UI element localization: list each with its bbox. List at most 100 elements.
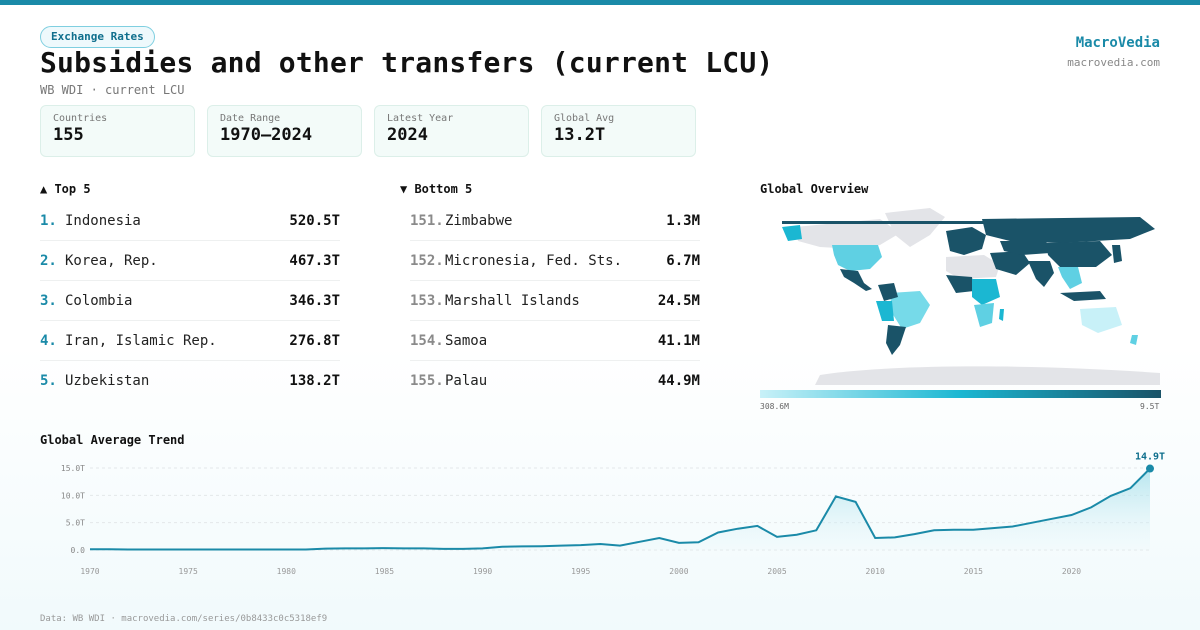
y-tick-label: 15.0T xyxy=(61,464,85,473)
country-value: 520.5T xyxy=(289,212,340,229)
x-tick-label: 1985 xyxy=(375,567,394,576)
country-value: 346.3T xyxy=(289,292,340,309)
rank-number: 2. xyxy=(40,252,57,269)
bottom5-title: ▼ Bottom 5 xyxy=(400,182,473,196)
y-tick-label: 5.0T xyxy=(66,519,85,528)
rank-number: 3. xyxy=(40,292,57,309)
country-value: 44.9M xyxy=(657,373,700,389)
brand-name[interactable]: MacroVedia xyxy=(1075,35,1160,51)
country-name: Zimbabwe xyxy=(445,212,513,229)
stat-card-latest-year: Latest Year 2024 xyxy=(374,105,529,157)
map-region-japan[interactable] xyxy=(1112,245,1122,263)
y-tick-label: 10.0T xyxy=(61,491,85,500)
rank-number: 151. xyxy=(410,212,444,229)
map-region-west-africa[interactable] xyxy=(946,275,974,293)
list-item[interactable]: 153. Marshall Islands 24.5M xyxy=(410,281,700,321)
country-name: Colombia xyxy=(65,292,133,309)
map-top-strip xyxy=(782,221,1042,224)
x-tick-label: 2005 xyxy=(767,567,786,576)
stat-card-date-range: Date Range 1970–2024 xyxy=(207,105,362,157)
top5-list: 1. Indonesia 520.5T 2. Korea, Rep. 467.3… xyxy=(40,201,340,401)
stat-value: 2024 xyxy=(387,125,428,145)
map-region-europe[interactable] xyxy=(946,227,986,255)
page-subtitle: WB WDI · current LCU xyxy=(40,83,185,97)
stat-label: Latest Year xyxy=(387,113,454,124)
x-tick-label: 2015 xyxy=(964,567,983,576)
list-item[interactable]: 1. Indonesia 520.5T xyxy=(40,201,340,241)
list-item[interactable]: 155. Palau 44.9M xyxy=(410,361,700,401)
map-region-madagascar[interactable] xyxy=(999,309,1004,321)
map-region-russia[interactable] xyxy=(982,217,1155,243)
country-value: 1.3M xyxy=(666,212,700,229)
stat-card-global-avg: Global Avg 13.2T xyxy=(541,105,696,157)
country-name: Palau xyxy=(445,373,488,389)
stat-label: Countries xyxy=(53,113,108,124)
map-region-usa[interactable] xyxy=(832,245,882,271)
x-tick-label: 1990 xyxy=(473,567,492,576)
country-value: 276.8T xyxy=(289,332,340,349)
rank-number: 5. xyxy=(40,373,57,389)
map-region-middle-east[interactable] xyxy=(990,251,1030,275)
country-value: 138.2T xyxy=(289,373,340,389)
country-name: Iran, Islamic Rep. xyxy=(65,332,217,349)
country-value: 24.5M xyxy=(657,292,700,309)
trend-area xyxy=(90,468,1150,550)
category-tag[interactable]: Exchange Rates xyxy=(40,26,155,48)
x-axis: 1970 1975 1980 1985 1990 1995 2000 2005 2010 2015… xyxy=(80,567,1081,576)
map-region-central-africa[interactable] xyxy=(972,279,1000,305)
list-item[interactable]: 152. Micronesia, Fed. Sts. 6.7M xyxy=(410,241,700,281)
trend-last-point[interactable] xyxy=(1146,464,1154,473)
country-name: Marshall Islands xyxy=(445,292,580,309)
map-region-colombia[interactable] xyxy=(878,283,898,301)
map-region-central-asia[interactable] xyxy=(1000,241,1050,255)
list-item[interactable]: 3. Colombia 346.3T xyxy=(40,281,340,321)
page-title: Subsidies and other transfers (current L… xyxy=(40,46,774,79)
x-tick-label: 2010 xyxy=(866,567,885,576)
map-region-canada[interactable] xyxy=(795,219,900,249)
map-region-brazil[interactable] xyxy=(890,291,930,329)
bottom5-list: 151. Zimbabwe 1.3M 152. Micronesia, Fed.… xyxy=(410,201,700,401)
stat-card-countries: Countries 155 xyxy=(40,105,195,157)
map-region-india[interactable] xyxy=(1028,261,1054,287)
map-region-southern-africa[interactable] xyxy=(974,303,994,327)
stat-value: 13.2T xyxy=(554,125,606,145)
list-item[interactable]: 5. Uzbekistan 138.2T xyxy=(40,361,340,401)
country-name: Korea, Rep. xyxy=(65,252,158,269)
trend-line xyxy=(89,467,1151,551)
map-legend-gradient xyxy=(760,390,1161,398)
top-accent-bar xyxy=(0,0,1200,5)
world-choropleth-map[interactable] xyxy=(760,205,1162,385)
country-value: 467.3T xyxy=(289,252,340,269)
stat-value: 1970–2024 xyxy=(220,125,313,145)
rank-number: 1. xyxy=(40,212,57,229)
map-region-new-zealand[interactable] xyxy=(1130,335,1138,345)
map-region-greenland[interactable] xyxy=(885,208,945,247)
brand-url[interactable]: macrovedia.com xyxy=(1067,56,1160,69)
country-name: Samoa xyxy=(445,332,488,349)
map-region-north-africa[interactable] xyxy=(946,255,1000,279)
map-region-australia[interactable] xyxy=(1080,307,1122,333)
country-name: Micronesia, Fed. Sts. xyxy=(445,252,623,269)
rank-number: 154. xyxy=(410,332,444,349)
trend-last-label: 14.9T xyxy=(1135,452,1165,463)
map-region-antarctica[interactable] xyxy=(815,366,1160,385)
x-tick-label: 1980 xyxy=(277,567,296,576)
map-region-china[interactable] xyxy=(1046,241,1112,267)
list-item[interactable]: 4. Iran, Islamic Rep. 276.8T xyxy=(40,321,340,361)
x-tick-label: 2000 xyxy=(669,567,688,576)
map-region-peru[interactable] xyxy=(876,301,894,321)
rank-number: 155. xyxy=(410,373,444,389)
y-tick-label: 0.0 xyxy=(71,546,86,555)
list-item[interactable]: 2. Korea, Rep. 467.3T xyxy=(40,241,340,281)
rank-number: 152. xyxy=(410,252,444,269)
footer-source: Data: WB WDI · macrovedia.com/series/0b8… xyxy=(40,614,328,624)
map-region-southeast-asia[interactable] xyxy=(1058,267,1082,289)
trend-title: Global Average Trend xyxy=(40,433,185,447)
list-item[interactable]: 154. Samoa 41.1M xyxy=(410,321,700,361)
map-region-mexico[interactable] xyxy=(840,269,872,291)
map-region-indonesia[interactable] xyxy=(1060,291,1106,301)
list-item[interactable]: 151. Zimbabwe 1.3M xyxy=(410,201,700,241)
map-region-alaska[interactable] xyxy=(782,225,802,241)
map-region-argentina[interactable] xyxy=(886,325,906,355)
